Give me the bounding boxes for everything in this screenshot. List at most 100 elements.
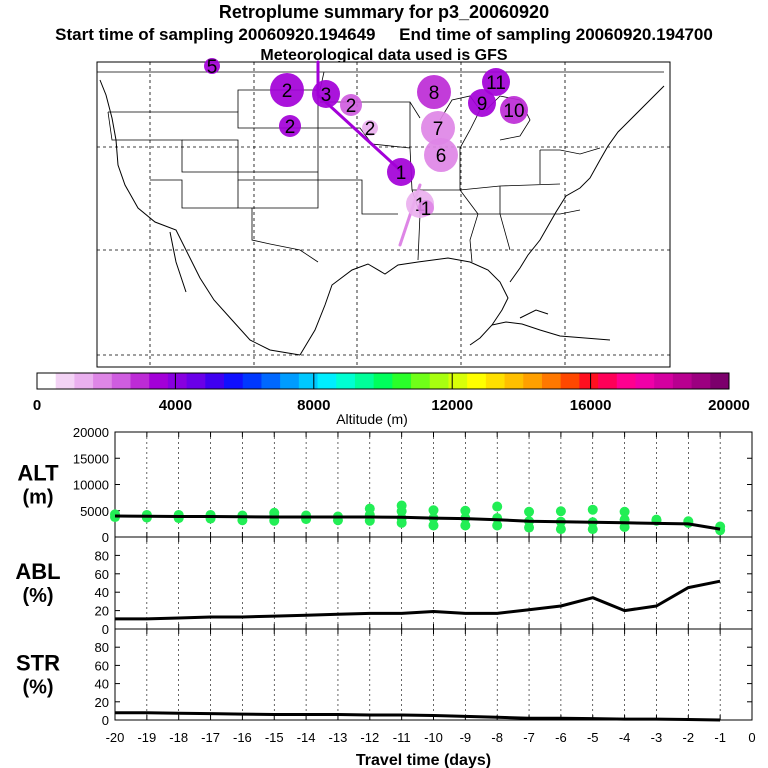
cluster-circle (340, 94, 362, 116)
cluster-label: 1 (396, 163, 407, 184)
colorbar-swatch (93, 373, 113, 389)
panel-alt: 0 5000 10000 15000 20000 ALT(m) (17, 425, 753, 545)
colorbar-tick-label: 8000 (297, 397, 330, 414)
scatter-point (555, 506, 566, 517)
cluster-1: 3 (312, 80, 340, 108)
colorbar-tick-label: 12000 (431, 397, 473, 414)
x-tick-label: -18 (169, 730, 188, 745)
scatter-point (492, 501, 503, 512)
cluster-circle (468, 89, 496, 117)
y-tick-label: 60 (95, 658, 109, 673)
map-frame (96, 61, 671, 368)
colorbar-swatch (448, 373, 468, 389)
cluster-circle (362, 120, 378, 136)
scatter-point (619, 522, 630, 533)
series-line (115, 579, 721, 621)
cluster-circle (417, 75, 451, 109)
scatter-point (301, 510, 312, 521)
colorbar-swatch (261, 373, 281, 389)
sampling-time-label: Start time of sampling 20060920.194649 E… (0, 25, 768, 45)
cluster-6: 7 (421, 111, 455, 145)
cluster-label: 10 (503, 101, 524, 122)
x-tick-label: -9 (460, 730, 472, 745)
cluster-label: 6 (436, 146, 447, 167)
cluster-14: 5 (204, 57, 220, 78)
y-tick-label: 40 (95, 585, 109, 600)
x-tick-label: -20 (106, 730, 125, 745)
colorbar-swatch (111, 373, 132, 389)
y-tick-label: 15000 (73, 451, 109, 466)
scatter-point (460, 505, 471, 516)
scatter-point (619, 506, 630, 517)
panel-ylabel-unit: (%) (22, 677, 53, 699)
colorbar-swatch (186, 373, 206, 389)
colorbar-swatch (37, 373, 57, 389)
scatter-point (492, 520, 503, 531)
colorbar-swatch (504, 373, 524, 389)
colorbar-swatch (541, 373, 562, 389)
y-tick-label: 60 (95, 567, 109, 582)
cluster-circle (279, 115, 301, 137)
x-tick-label: -8 (491, 730, 503, 745)
cluster-label: 2 (282, 81, 293, 102)
colorbar-frame (36, 372, 730, 390)
y-tick-label: 5000 (80, 504, 109, 519)
y-tick-label: 10000 (73, 478, 109, 493)
map-borders (97, 71, 664, 263)
colorbar-swatch (429, 373, 449, 389)
cluster-label: 9 (477, 94, 488, 115)
scatter-point (364, 503, 375, 514)
cluster-3: 2 (279, 115, 301, 138)
colorbar-swatch (485, 373, 506, 389)
colorbar-swatch (74, 373, 94, 389)
time-series-panels: 05000100001500020000ALT(m)020406080ABL(%… (15, 425, 755, 768)
colorbar-swatch (130, 373, 150, 389)
colorbar-swatch (392, 373, 412, 389)
scatter-point (269, 507, 280, 518)
colorbar-tick-label: 4000 (159, 397, 192, 414)
colorbar-swatch (167, 373, 188, 389)
cluster-label: 2 (285, 117, 296, 138)
cluster-0: 2 (270, 73, 304, 107)
x-tick-label: -13 (329, 730, 348, 745)
x-axis-title: Travel time (days) (356, 752, 491, 768)
series-line (114, 514, 721, 531)
colorbar-swatch (691, 373, 711, 389)
colorbar-tick-label: 20000 (708, 397, 750, 414)
scatter-point (587, 504, 598, 515)
panel-abl: 0 20 40 60 80 ABL(%) (15, 536, 753, 637)
x-tick-label: -2 (683, 730, 695, 745)
y-tick-label: 20000 (73, 425, 109, 440)
scatter-point (555, 524, 566, 535)
colorbar-swatch (336, 373, 356, 389)
colorbar-title: Altitude (m) (336, 411, 408, 427)
x-tick-label: -1 (714, 730, 726, 745)
map-coastlines (99, 79, 665, 356)
colorbar-swatch (560, 373, 580, 389)
chart-title: Retroplume summary for p3_20060920 (218, 2, 550, 22)
scatter-point (460, 520, 471, 531)
colorbar-ticks: 0 4000 8000 12000 16000 20000 (33, 373, 750, 414)
x-tick-label: 0 (748, 730, 755, 745)
colorbar-tick-label: 0 (33, 397, 41, 414)
cluster-circle (424, 138, 458, 172)
x-tick-label: -12 (360, 730, 379, 745)
cluster-markers: 23222876911101115 (204, 57, 528, 220)
scatter-point (396, 500, 407, 511)
scatter-point (205, 509, 216, 520)
y-tick-label: 80 (95, 640, 109, 655)
scatter-point (524, 506, 535, 517)
x-tick-label: -4 (619, 730, 631, 745)
cluster-2: 2 (340, 94, 362, 117)
colorbar-swatch (411, 373, 431, 389)
cluster-label: 5 (207, 57, 218, 78)
cluster-circle (500, 96, 528, 124)
map-panel: 23222876911101115 (96, 57, 671, 368)
cluster-label: 1 (421, 199, 432, 220)
colorbar-swatch (710, 373, 730, 389)
colorbar-swatch (149, 373, 169, 389)
cluster-circle (312, 80, 340, 108)
cluster-circle (387, 158, 415, 186)
scatter-point (428, 520, 439, 531)
cluster-5: 8 (417, 75, 451, 109)
